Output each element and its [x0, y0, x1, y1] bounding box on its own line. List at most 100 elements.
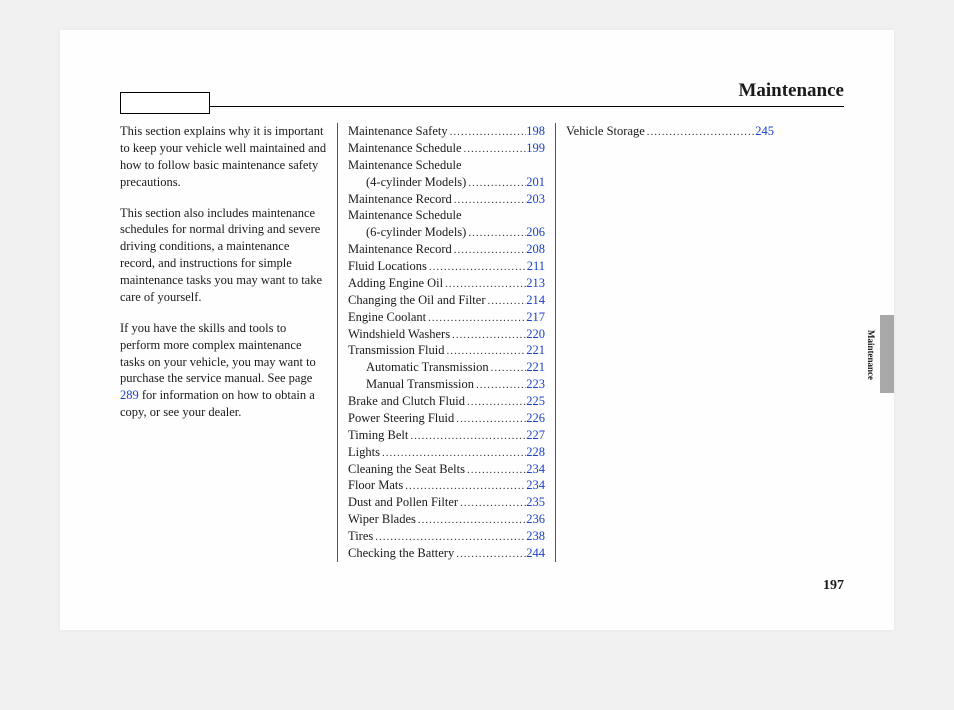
toc-entry[interactable]: Engine Coolant 217: [348, 309, 545, 326]
service-manual-page-link[interactable]: 289: [120, 388, 139, 402]
toc-label: Wiper Blades: [348, 511, 416, 528]
toc-leader-dots: [466, 176, 526, 191]
toc-entry[interactable]: Vehicle Storage 245: [566, 123, 774, 140]
toc-label: Maintenance Record: [348, 191, 452, 208]
toc-page-link[interactable]: 211: [527, 258, 545, 275]
toc-label: Tires: [348, 528, 373, 545]
toc-entry[interactable]: Maintenance Record208: [348, 241, 545, 258]
toc-label: Fluid Locations: [348, 258, 427, 275]
toc-entry[interactable]: Fluid Locations 211: [348, 258, 545, 275]
toc-leader-dots: [427, 260, 527, 275]
toc-entry[interactable]: (6-cylinder Models)206: [348, 224, 545, 241]
section-tab: [880, 315, 894, 393]
toc-entry[interactable]: Manual Transmission 223: [348, 376, 545, 393]
toc-page-link[interactable]: 221: [526, 342, 545, 359]
toc-page-link[interactable]: 198: [526, 123, 545, 140]
toc-leader-dots: [403, 479, 526, 494]
toc-page-link[interactable]: 223: [526, 376, 545, 393]
toc-leader-dots: [448, 125, 527, 140]
toc-page-link[interactable]: 225: [526, 393, 545, 410]
toc-label: Adding Engine Oil: [348, 275, 443, 292]
toc-leader-dots: [474, 378, 526, 393]
page-number: 197: [823, 578, 844, 594]
toc-entry[interactable]: Maintenance Record 203: [348, 191, 545, 208]
toc-leader-dots: [645, 125, 755, 140]
toc-leader-dots: [462, 142, 527, 157]
title-bar: Maintenance: [120, 80, 844, 107]
toc-label: Power Steering Fluid: [348, 410, 454, 427]
toc-entry[interactable]: Wiper Blades 236: [348, 511, 545, 528]
toc-leader-dots: [373, 530, 526, 545]
intro-text-3b: for information on how to obtain a copy,…: [120, 388, 315, 419]
toc-page-link[interactable]: 206: [526, 224, 545, 241]
toc-label: Brake and Clutch Fluid: [348, 393, 465, 410]
toc-page-link[interactable]: 228: [526, 444, 545, 461]
toc-page-link[interactable]: 221: [526, 359, 545, 376]
toc-entry[interactable]: Automatic Transmission221: [348, 359, 545, 376]
toc-leader-dots: [465, 395, 526, 410]
toc-page-link[interactable]: 244: [526, 545, 545, 562]
toc-label: Maintenance Schedule: [348, 140, 462, 157]
toc-label: Timing Belt: [348, 427, 408, 444]
toc-entry[interactable]: Adding Engine Oil 213: [348, 275, 545, 292]
toc-page-link[interactable]: 220: [526, 326, 545, 343]
toc-column-2: Vehicle Storage 245: [556, 123, 774, 562]
toc-page-link[interactable]: 227: [526, 427, 545, 444]
toc-entry: Maintenance Schedule: [348, 157, 545, 174]
toc-leader-dots: [465, 463, 526, 478]
toc-page-link[interactable]: 208: [526, 241, 545, 258]
toc-entry[interactable]: Power Steering Fluid 226: [348, 410, 545, 427]
toc-entry[interactable]: Windshield Washers220: [348, 326, 545, 343]
toc-entry[interactable]: Tires 238: [348, 528, 545, 545]
toc-label: Manual Transmission: [366, 376, 474, 393]
toc-page-link[interactable]: 238: [526, 528, 545, 545]
toc-leader-dots: [454, 547, 526, 562]
toc-entry[interactable]: Checking the Battery 244: [348, 545, 545, 562]
toc-label: (4-cylinder Models): [366, 174, 466, 191]
toc-entry[interactable]: Floor Mats234: [348, 477, 545, 494]
toc-leader-dots: [466, 226, 526, 241]
toc-page-link[interactable]: 236: [526, 511, 545, 528]
toc-page-link[interactable]: 214: [526, 292, 545, 309]
toc-entry[interactable]: Cleaning the Seat Belts234: [348, 461, 545, 478]
toc-label: Checking the Battery: [348, 545, 454, 562]
toc-entry[interactable]: (4-cylinder Models) 201: [348, 174, 545, 191]
toc-leader-dots: [454, 412, 526, 427]
toc-leader-dots: [380, 446, 526, 461]
toc-page-link[interactable]: 234: [526, 477, 545, 494]
toc-leader-dots: [450, 328, 526, 343]
toc-page-link[interactable]: 245: [755, 123, 774, 140]
toc-entry[interactable]: Changing the Oil and Filter214: [348, 292, 545, 309]
toc-page-link[interactable]: 217: [526, 309, 545, 326]
toc-leader-dots: [489, 361, 527, 376]
toc-leader-dots: [416, 513, 526, 528]
toc-label: Lights: [348, 444, 380, 461]
toc-page-link[interactable]: 226: [526, 410, 545, 427]
toc-page-link[interactable]: 203: [526, 191, 545, 208]
toc-page-link[interactable]: 199: [526, 140, 545, 157]
toc-page-link[interactable]: 235: [526, 494, 545, 511]
toc-label: Maintenance Safety: [348, 123, 448, 140]
toc-label: Maintenance Schedule: [348, 207, 462, 224]
toc-label: Transmission Fluid: [348, 342, 444, 359]
toc-leader-dots: [443, 277, 526, 292]
toc-leader-dots: [426, 311, 526, 326]
toc-leader-dots: [444, 344, 526, 359]
toc-page-link[interactable]: 234: [526, 461, 545, 478]
intro-text-3a: If you have the skills and tools to perf…: [120, 321, 316, 386]
toc-leader-dots: [458, 496, 526, 511]
toc-leader-dots: [408, 429, 526, 444]
toc-column-1: Maintenance Safety198Maintenance Schedul…: [338, 123, 556, 562]
toc-page-link[interactable]: 201: [526, 174, 545, 191]
toc-label: Vehicle Storage: [566, 123, 645, 140]
toc-entry[interactable]: Brake and Clutch Fluid 225: [348, 393, 545, 410]
toc-entry[interactable]: Timing Belt 227: [348, 427, 545, 444]
toc-entry[interactable]: Lights 228: [348, 444, 545, 461]
toc-entry[interactable]: Maintenance Schedule 199: [348, 140, 545, 157]
toc-entry[interactable]: Dust and Pollen Filter235: [348, 494, 545, 511]
toc-label: Engine Coolant: [348, 309, 426, 326]
intro-para-3: If you have the skills and tools to perf…: [120, 320, 327, 421]
toc-entry[interactable]: Transmission Fluid 221: [348, 342, 545, 359]
toc-entry[interactable]: Maintenance Safety 198: [348, 123, 545, 140]
toc-page-link[interactable]: 213: [526, 275, 545, 292]
